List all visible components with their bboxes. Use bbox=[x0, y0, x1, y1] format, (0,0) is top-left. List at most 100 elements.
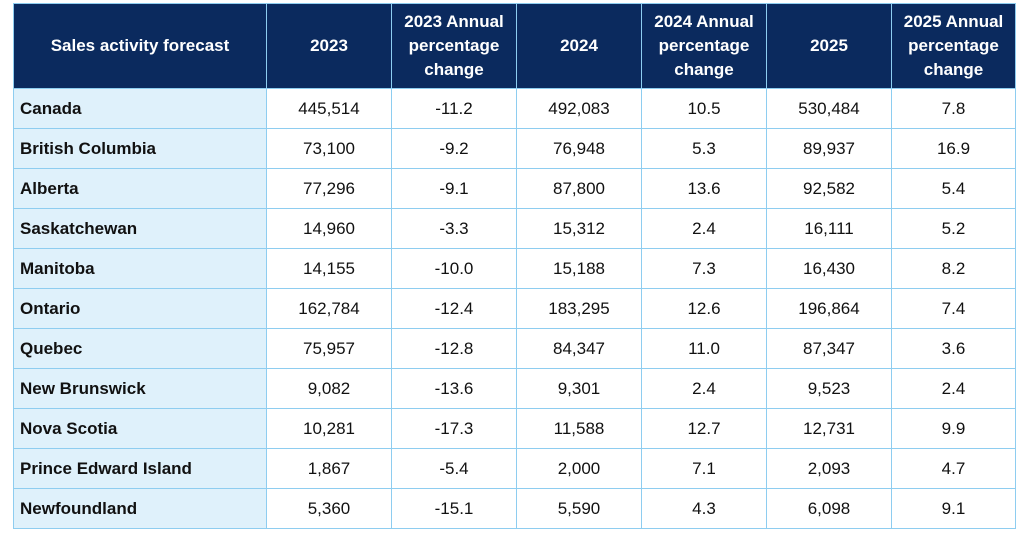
row-label: Saskatchewan bbox=[13, 208, 267, 249]
row-label: Canada bbox=[13, 88, 267, 129]
table-cell: 73,100 bbox=[266, 128, 392, 169]
table-cell: 10.5 bbox=[641, 88, 767, 129]
table-cell: 11,588 bbox=[516, 408, 642, 449]
table-cell: 75,957 bbox=[266, 328, 392, 369]
table-cell: 89,937 bbox=[766, 128, 892, 169]
table-cell: -12.4 bbox=[391, 288, 517, 329]
table-cell: 10,281 bbox=[266, 408, 392, 449]
table-cell: 5.4 bbox=[891, 168, 1016, 209]
table-cell: 15,188 bbox=[516, 248, 642, 289]
table-cell: 2,093 bbox=[766, 448, 892, 489]
table-cell: -5.4 bbox=[391, 448, 517, 489]
row-label: Newfoundland bbox=[13, 488, 267, 529]
header-cell-2023-annual-change: 2023 Annual percentage change bbox=[391, 3, 517, 89]
table-cell: 14,960 bbox=[266, 208, 392, 249]
table-cell: 7.3 bbox=[641, 248, 767, 289]
table-cell: 87,800 bbox=[516, 168, 642, 209]
table-cell: 1,867 bbox=[266, 448, 392, 489]
table-cell: 5,360 bbox=[266, 488, 392, 529]
table-cell: 4.3 bbox=[641, 488, 767, 529]
table-cell: 15,312 bbox=[516, 208, 642, 249]
table-cell: 11.0 bbox=[641, 328, 767, 369]
table-cell: 183,295 bbox=[516, 288, 642, 329]
table-cell: 14,155 bbox=[266, 248, 392, 289]
header-cell-2023: 2023 bbox=[266, 3, 392, 89]
table-cell: 12,731 bbox=[766, 408, 892, 449]
row-label: British Columbia bbox=[13, 128, 267, 169]
table-header: Sales activity forecast 2023 2023 Annual… bbox=[13, 3, 1016, 89]
row-label: Ontario bbox=[13, 288, 267, 329]
table-cell: 16,111 bbox=[766, 208, 892, 249]
table-cell: 3.6 bbox=[891, 328, 1016, 369]
table-cell: -12.8 bbox=[391, 328, 517, 369]
table-cell: 445,514 bbox=[266, 88, 392, 129]
row-label: Manitoba bbox=[13, 248, 267, 289]
header-cell-2025: 2025 bbox=[766, 3, 892, 89]
table-row: Manitoba 14,155 -10.0 15,188 7.3 16,430 … bbox=[13, 248, 1016, 289]
table-row: Nova Scotia 10,281 -17.3 11,588 12.7 12,… bbox=[13, 408, 1016, 449]
header-row: Sales activity forecast 2023 2023 Annual… bbox=[13, 3, 1016, 89]
table-cell: -9.1 bbox=[391, 168, 517, 209]
row-label: Prince Edward Island bbox=[13, 448, 267, 489]
table-cell: 76,948 bbox=[516, 128, 642, 169]
table-cell: -9.2 bbox=[391, 128, 517, 169]
table-cell: 9.1 bbox=[891, 488, 1016, 529]
table-row: Newfoundland 5,360 -15.1 5,590 4.3 6,098… bbox=[13, 488, 1016, 529]
table-row: Canada 445,514 -11.2 492,083 10.5 530,48… bbox=[13, 88, 1016, 129]
table-cell: -10.0 bbox=[391, 248, 517, 289]
table-cell: 2.4 bbox=[891, 368, 1016, 409]
table-cell: 9,523 bbox=[766, 368, 892, 409]
table-cell: 12.7 bbox=[641, 408, 767, 449]
table-cell: 2.4 bbox=[641, 208, 767, 249]
table-cell: 162,784 bbox=[266, 288, 392, 329]
row-label: Quebec bbox=[13, 328, 267, 369]
row-label: New Brunswick bbox=[13, 368, 267, 409]
row-label: Nova Scotia bbox=[13, 408, 267, 449]
table-cell: 9,082 bbox=[266, 368, 392, 409]
table-cell: -13.6 bbox=[391, 368, 517, 409]
table-cell: 7.4 bbox=[891, 288, 1016, 329]
table-cell: 7.8 bbox=[891, 88, 1016, 129]
table-row: Ontario 162,784 -12.4 183,295 12.6 196,8… bbox=[13, 288, 1016, 329]
table-cell: 530,484 bbox=[766, 88, 892, 129]
table-cell: -15.1 bbox=[391, 488, 517, 529]
table-row: Quebec 75,957 -12.8 84,347 11.0 87,347 3… bbox=[13, 328, 1016, 369]
table-cell: -3.3 bbox=[391, 208, 517, 249]
table-row: Prince Edward Island 1,867 -5.4 2,000 7.… bbox=[13, 448, 1016, 489]
table-row: British Columbia 73,100 -9.2 76,948 5.3 … bbox=[13, 128, 1016, 169]
table-row: Alberta 77,296 -9.1 87,800 13.6 92,582 5… bbox=[13, 168, 1016, 209]
table-cell: 12.6 bbox=[641, 288, 767, 329]
table-cell: 7.1 bbox=[641, 448, 767, 489]
table-cell: 16,430 bbox=[766, 248, 892, 289]
table-cell: 9.9 bbox=[891, 408, 1016, 449]
table-cell: 4.7 bbox=[891, 448, 1016, 489]
sales-forecast-table: Sales activity forecast 2023 2023 Annual… bbox=[13, 3, 1016, 529]
row-label: Alberta bbox=[13, 168, 267, 209]
table-cell: 2,000 bbox=[516, 448, 642, 489]
table-row: Saskatchewan 14,960 -3.3 15,312 2.4 16,1… bbox=[13, 208, 1016, 249]
table-cell: 2.4 bbox=[641, 368, 767, 409]
table-body: Canada 445,514 -11.2 492,083 10.5 530,48… bbox=[13, 88, 1016, 529]
header-cell-2024-annual-change: 2024 Annual percentage change bbox=[641, 3, 767, 89]
table-cell: 5,590 bbox=[516, 488, 642, 529]
table-cell: 5.2 bbox=[891, 208, 1016, 249]
sales-forecast-table-container: Sales activity forecast 2023 2023 Annual… bbox=[13, 3, 1016, 529]
header-cell-2025-annual-change: 2025 Annual percentage change bbox=[891, 3, 1016, 89]
table-cell: -17.3 bbox=[391, 408, 517, 449]
table-cell: 5.3 bbox=[641, 128, 767, 169]
table-cell: 6,098 bbox=[766, 488, 892, 529]
table-cell: 196,864 bbox=[766, 288, 892, 329]
table-cell: 492,083 bbox=[516, 88, 642, 129]
table-cell: 77,296 bbox=[266, 168, 392, 209]
table-cell: 16.9 bbox=[891, 128, 1016, 169]
table-cell: 92,582 bbox=[766, 168, 892, 209]
table-cell: 13.6 bbox=[641, 168, 767, 209]
table-cell: 84,347 bbox=[516, 328, 642, 369]
table-cell: -11.2 bbox=[391, 88, 517, 129]
header-cell-2024: 2024 bbox=[516, 3, 642, 89]
header-cell-sales-activity-forecast: Sales activity forecast bbox=[13, 3, 267, 89]
table-row: New Brunswick 9,082 -13.6 9,301 2.4 9,52… bbox=[13, 368, 1016, 409]
table-cell: 87,347 bbox=[766, 328, 892, 369]
table-cell: 9,301 bbox=[516, 368, 642, 409]
table-cell: 8.2 bbox=[891, 248, 1016, 289]
